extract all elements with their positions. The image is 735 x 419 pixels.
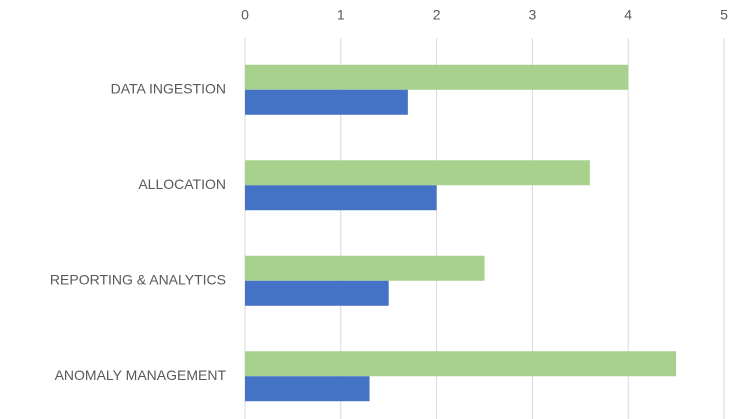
y-tick-label: REPORTING & ANALYTICS: [50, 271, 226, 287]
bar: [245, 376, 370, 402]
bar: [245, 351, 677, 377]
bar: [245, 185, 437, 211]
y-tick-label: ANOMALY MANAGEMENT: [55, 367, 227, 383]
bar: [245, 255, 485, 281]
x-tick-label: 5: [720, 7, 728, 23]
y-tick-label: ALLOCATION: [138, 176, 226, 192]
x-tick-label: 2: [433, 7, 441, 23]
bar: [245, 160, 590, 186]
x-tick-label: 4: [624, 7, 632, 23]
bar: [245, 89, 408, 115]
y-tick-label: DATA INGESTION: [111, 80, 226, 96]
x-tick-label: 1: [337, 7, 345, 23]
bar: [245, 64, 629, 90]
x-tick-label: 0: [241, 7, 249, 23]
bar: [245, 280, 389, 306]
x-tick-label: 3: [529, 7, 537, 23]
